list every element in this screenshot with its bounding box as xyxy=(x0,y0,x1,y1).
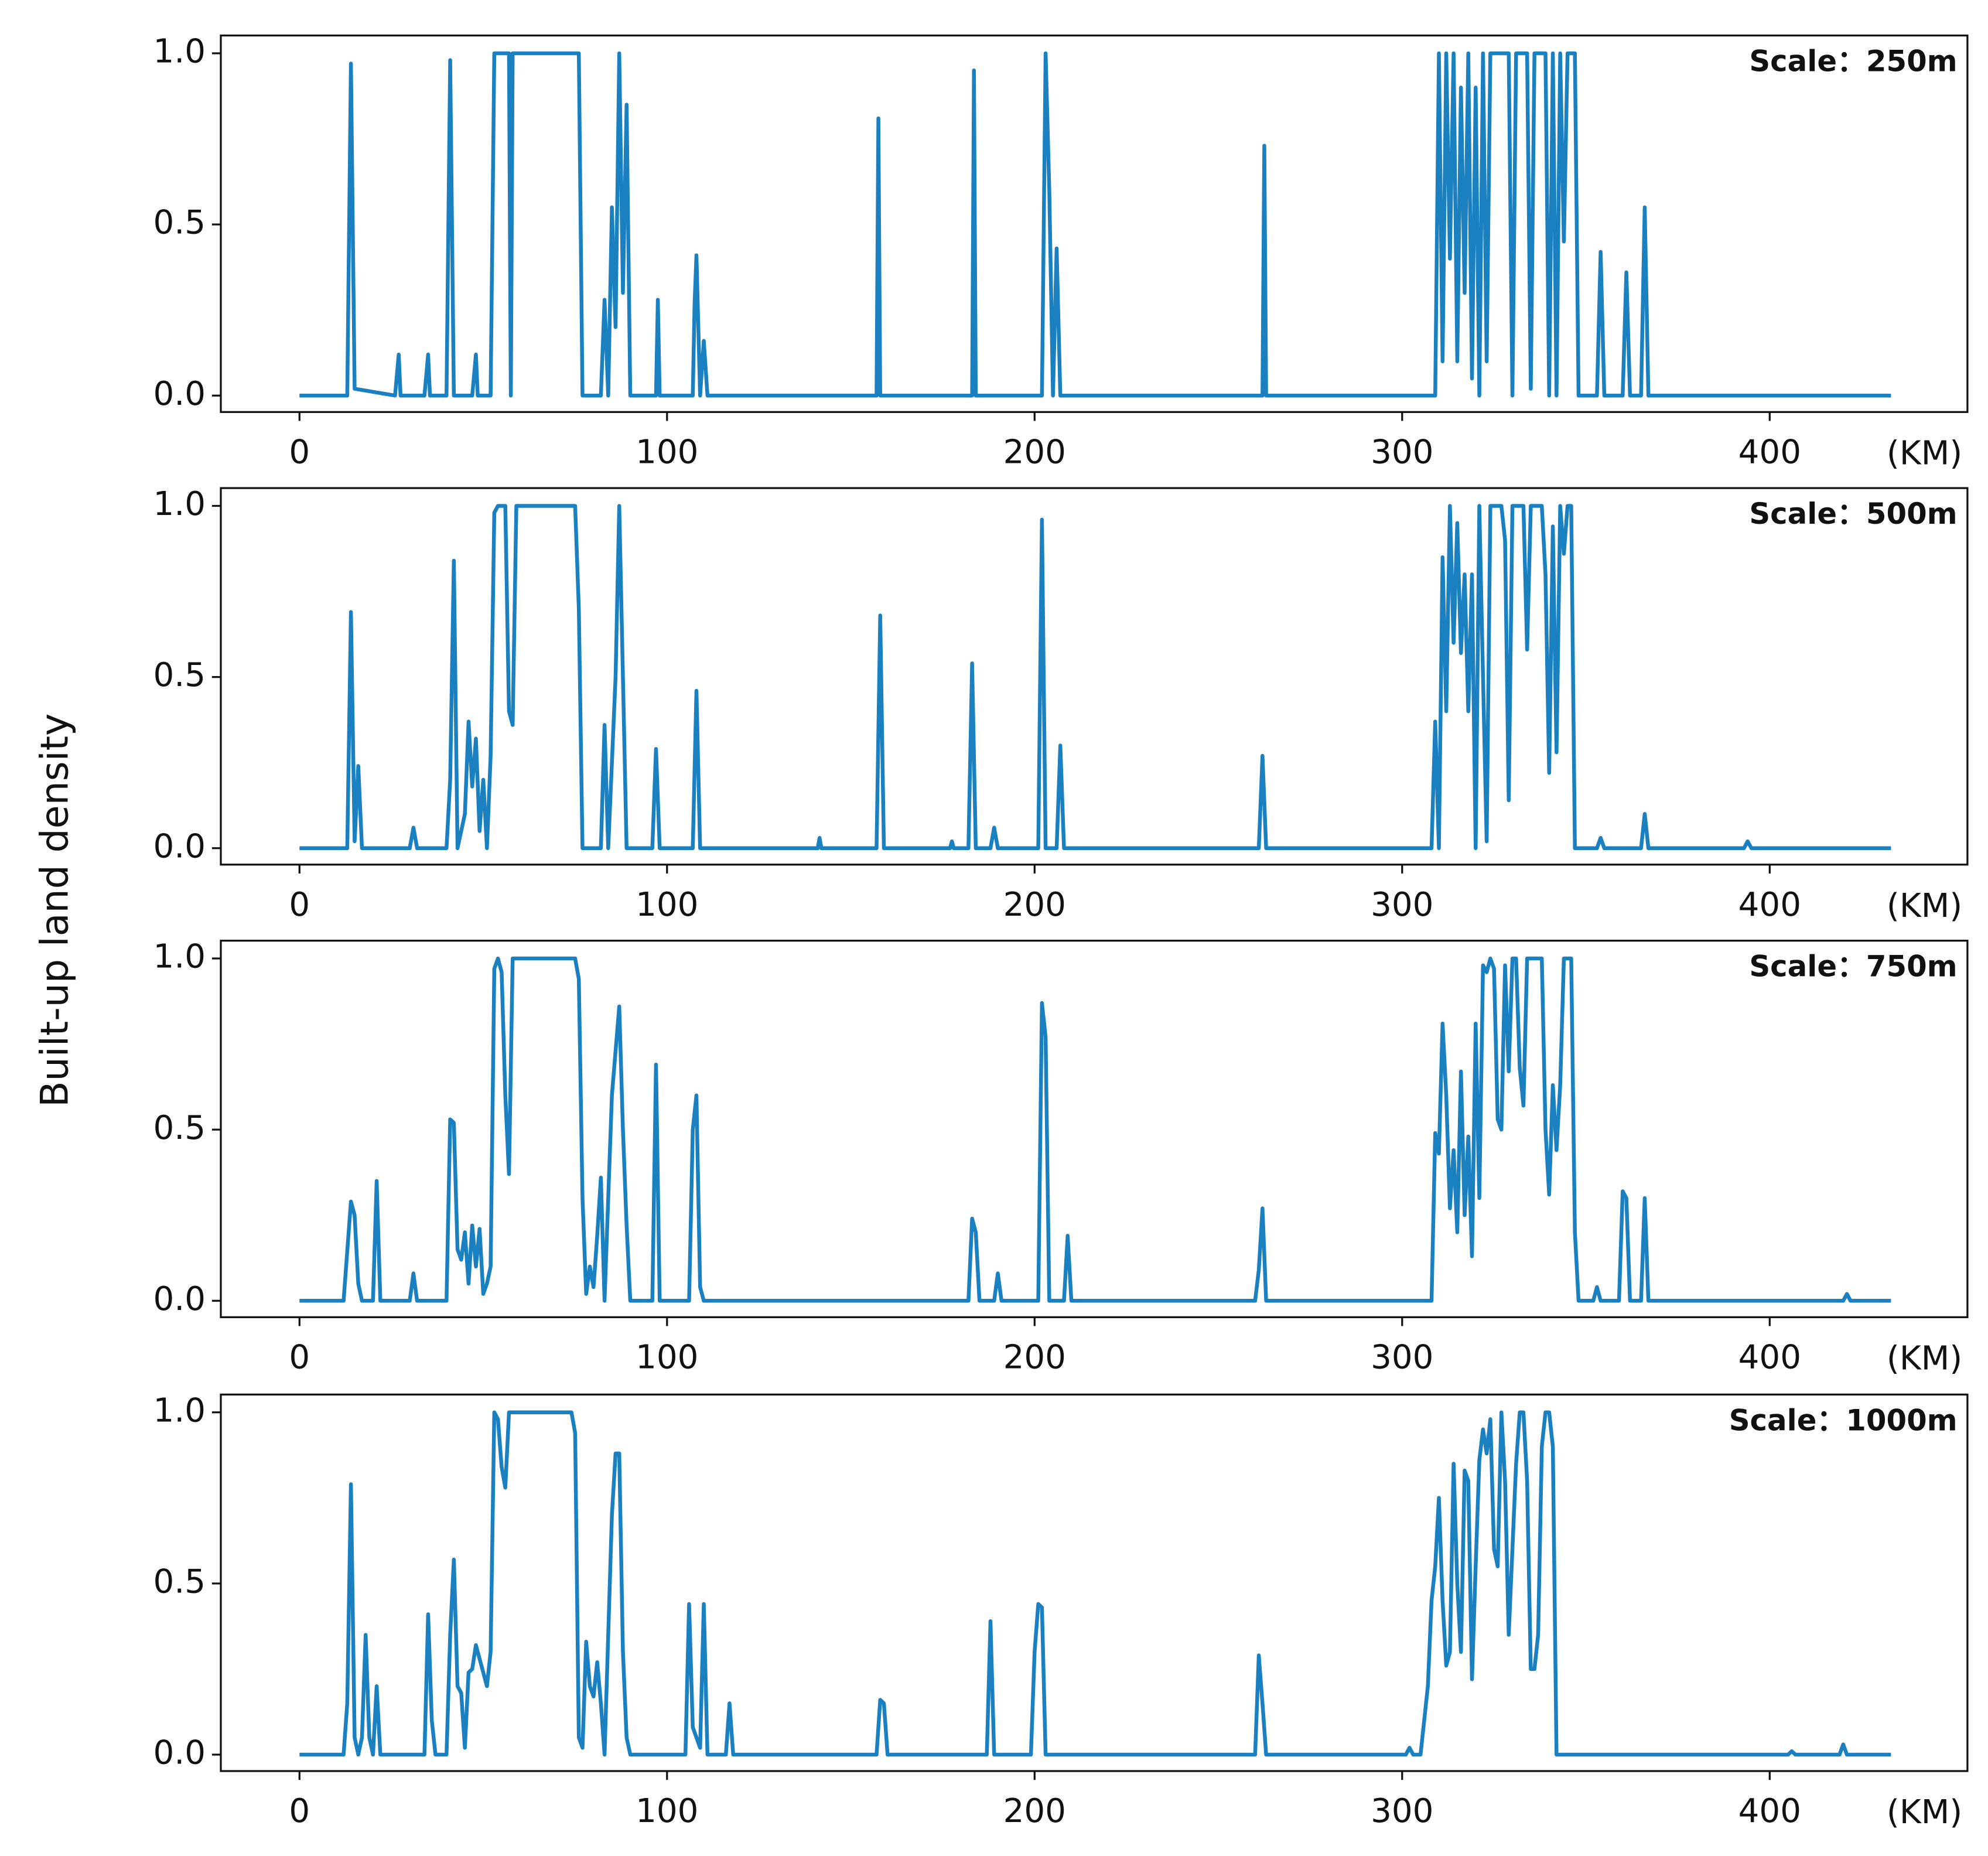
x-tick-label: 400 xyxy=(1738,433,1801,471)
x-tick-label: 0 xyxy=(289,1338,310,1376)
x-tick-label: 200 xyxy=(1003,1792,1066,1830)
y-tick-label: 0.0 xyxy=(153,1280,206,1318)
x-axis-label: (KM) xyxy=(1887,434,1962,472)
x-axis-label: (KM) xyxy=(1887,1793,1962,1831)
annotation: Scale：1000m xyxy=(1729,1403,1958,1437)
data-line xyxy=(299,1410,1891,1757)
y-tick-label: 1.0 xyxy=(153,485,206,523)
x-tick-label: 0 xyxy=(289,433,310,471)
x-tick-label: 400 xyxy=(1738,886,1801,924)
y-tick-label: 1.0 xyxy=(153,33,206,71)
data-line xyxy=(299,51,1891,398)
axes-frame xyxy=(220,1393,1969,1772)
annotation: Scale：750m xyxy=(1749,950,1957,984)
y-axis-label: Built-up land density xyxy=(33,714,77,1107)
y-tick-label: 0.0 xyxy=(153,375,206,413)
annotation: Scale：250m xyxy=(1749,45,1957,79)
x-tick-label: 100 xyxy=(636,1792,698,1830)
y-tick-label: 0.5 xyxy=(153,204,206,242)
x-tick-label: 300 xyxy=(1371,1338,1433,1376)
x-axis-label: (KM) xyxy=(1887,887,1962,925)
x-axis-label: (KM) xyxy=(1887,1340,1962,1378)
data-line xyxy=(299,956,1891,1303)
x-tick-label: 200 xyxy=(1003,433,1066,471)
axes-frame xyxy=(220,487,1969,866)
x-tick-label: 200 xyxy=(1003,886,1066,924)
x-tick-label: 200 xyxy=(1003,1338,1066,1376)
y-tick-label: 0.5 xyxy=(153,1109,206,1147)
x-tick-label: 300 xyxy=(1371,433,1433,471)
x-tick-label: 0 xyxy=(289,886,310,924)
y-tick-label: 0.0 xyxy=(153,827,206,865)
y-tick-label: 0.0 xyxy=(153,1734,206,1772)
y-tick-label: 0.5 xyxy=(153,656,206,694)
x-tick-label: 100 xyxy=(636,1338,698,1376)
x-tick-label: 400 xyxy=(1738,1792,1801,1830)
x-tick-label: 100 xyxy=(636,886,698,924)
axes-frame xyxy=(220,940,1969,1318)
x-tick-label: 300 xyxy=(1371,1792,1433,1830)
x-tick-label: 100 xyxy=(636,433,698,471)
x-tick-label: 0 xyxy=(289,1792,310,1830)
annotation: Scale：500m xyxy=(1749,497,1957,531)
y-tick-label: 1.0 xyxy=(153,938,206,976)
y-tick-label: 0.5 xyxy=(153,1562,206,1601)
y-tick-label: 1.0 xyxy=(153,1391,206,1429)
x-tick-label: 300 xyxy=(1371,886,1433,924)
data-line xyxy=(299,504,1891,851)
x-tick-label: 400 xyxy=(1738,1338,1801,1376)
axes-frame xyxy=(220,34,1969,413)
